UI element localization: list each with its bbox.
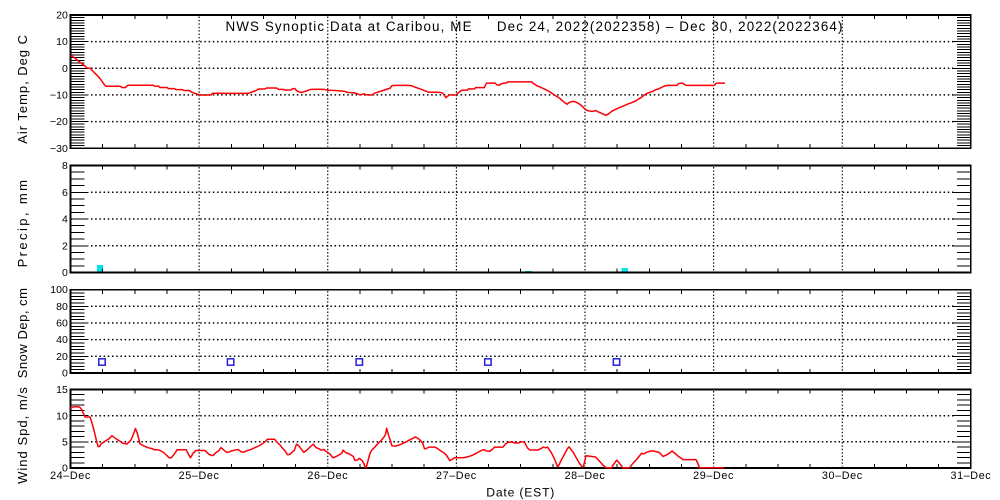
svg-text:10: 10 <box>56 410 68 422</box>
svg-text:20: 20 <box>56 351 68 363</box>
svg-text:20: 20 <box>56 10 68 22</box>
svg-text:Precip, mm: Precip, mm <box>15 178 30 268</box>
svg-text:27–Dec: 27–Dec <box>436 470 477 482</box>
svg-text:25–Dec: 25–Dec <box>179 470 220 482</box>
svg-text:8: 8 <box>62 160 68 172</box>
svg-text:Wind Spd, m/s: Wind Spd, m/s <box>15 386 30 484</box>
svg-text:40: 40 <box>56 334 68 346</box>
svg-text:5: 5 <box>62 436 68 448</box>
svg-text:29–Dec: 29–Dec <box>693 470 734 482</box>
svg-text:0: 0 <box>62 463 68 475</box>
svg-text:0: 0 <box>62 267 68 279</box>
svg-text:31–Dec: 31–Dec <box>950 470 991 482</box>
svg-text:0: 0 <box>62 63 68 75</box>
svg-text:NWS Synoptic Data at Caribou,: NWS Synoptic Data at Caribou, ME Dec 24,… <box>225 19 843 34</box>
svg-text:24–Dec: 24–Dec <box>50 470 91 482</box>
svg-text:Date (EST): Date (EST) <box>486 486 555 500</box>
svg-text:0: 0 <box>62 368 68 380</box>
svg-text:28–Dec: 28–Dec <box>565 470 606 482</box>
svg-text:10: 10 <box>56 36 68 48</box>
svg-text:60: 60 <box>56 318 68 330</box>
svg-text:4: 4 <box>62 214 68 226</box>
svg-text:−10: −10 <box>50 90 68 102</box>
svg-text:2: 2 <box>62 240 68 252</box>
svg-text:Air Temp, Deg C: Air Temp, Deg C <box>15 34 30 144</box>
svg-text:26–Dec: 26–Dec <box>307 470 348 482</box>
svg-text:15: 15 <box>56 384 68 396</box>
svg-text:100: 100 <box>50 284 68 296</box>
svg-text:−20: −20 <box>50 116 68 128</box>
svg-text:30–Dec: 30–Dec <box>822 470 863 482</box>
svg-text:Snow Dep, cm: Snow Dep, cm <box>15 288 30 379</box>
svg-text:−30: −30 <box>50 143 68 155</box>
svg-text:80: 80 <box>56 301 68 313</box>
svg-text:6: 6 <box>62 187 68 199</box>
